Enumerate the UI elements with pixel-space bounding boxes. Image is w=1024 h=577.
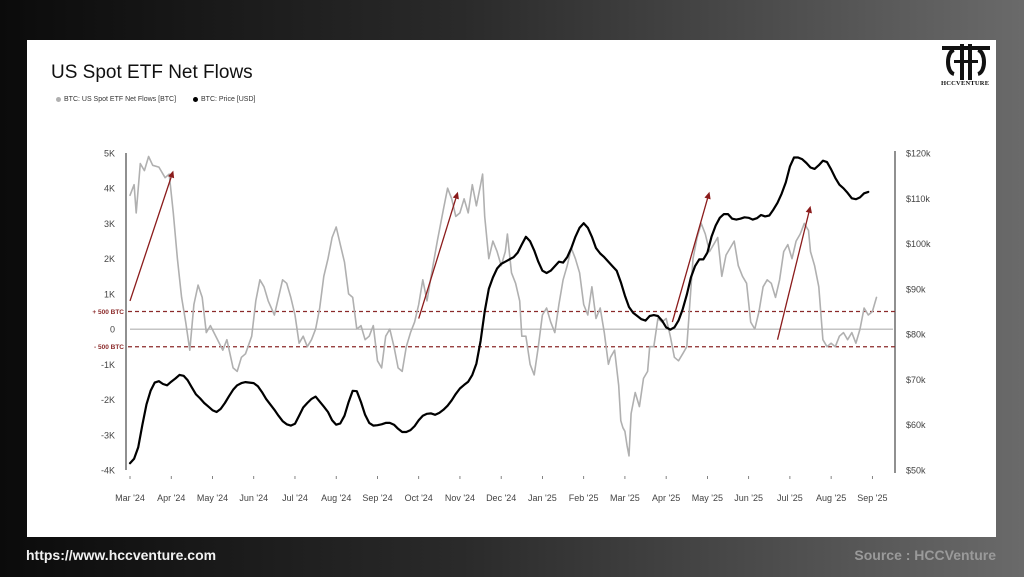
trend-arrow-line: [776, 212, 810, 340]
legend-item-flows: BTC: US Spot ETF Net Flows [BTC]: [56, 96, 176, 103]
x-tick-label: Aug '24: [321, 493, 351, 503]
logo-wordmark: HCCVENTURE: [941, 80, 990, 87]
right-tick-label: $60k: [906, 420, 926, 430]
x-tick-label: Jun '25: [734, 493, 763, 503]
tick-labels: 5K 4K 3K 2K 1K 0 -1K -2K -3K -4K $120k $110k $100k $9…: [101, 149, 931, 504]
right-tick-label: $90k: [906, 284, 926, 294]
x-tick-label: Apr '24: [157, 493, 185, 503]
x-tick-label: Apr '25: [652, 493, 680, 503]
x-tick-label: May '25: [692, 493, 723, 503]
trend-arrow-head: [704, 191, 711, 200]
chart-plot: + 500 BTC - 500 BTC 5K 4K 3K 2K 1K 0 -1K -2K -3K -…: [92, 149, 931, 504]
legend-item-price: BTC: Price [USD]: [193, 96, 255, 103]
right-tick-label: $110k: [906, 194, 930, 204]
trend-arrow-line: [129, 177, 172, 302]
right-tick-label: $100k: [906, 239, 931, 249]
flows-line: [129, 155, 878, 457]
reference-lines: + 500 BTC - 500 BTC: [92, 309, 895, 351]
x-tick-label: May '24: [197, 493, 228, 503]
trend-arrows: [129, 170, 812, 340]
legend-dot-price: [193, 96, 198, 102]
website-link[interactable]: https://www.hccventure.com: [26, 547, 217, 563]
trend-arrow-head: [168, 170, 175, 179]
x-tick-label: Dec '24: [486, 493, 516, 503]
left-tick-label: -4K: [101, 466, 115, 476]
right-tick-label: $50k: [906, 466, 926, 476]
left-tick-label: 3K: [104, 219, 115, 229]
x-tick-label: Jan '25: [528, 493, 557, 503]
x-tick-label: Aug '25: [816, 493, 846, 503]
chart-card: US Spot ETF Net Flows BTC: US Spot ETF N…: [27, 40, 996, 537]
source-caption: Source : HCCVenture: [854, 547, 996, 563]
right-tick-label: $70k: [906, 375, 926, 385]
trend-arrow-head: [452, 191, 459, 200]
trend-arrow-line: [418, 198, 457, 319]
hccventure-logo-icon: [942, 44, 990, 80]
right-tick-label: $80k: [906, 330, 926, 340]
price-line: [128, 156, 870, 465]
reference-line-label: + 500 BTC: [92, 309, 124, 316]
flows-series: [129, 155, 878, 457]
right-tick-label: $120k: [906, 149, 931, 159]
left-tick-label: -3K: [101, 430, 115, 440]
legend-label-flows: BTC: US Spot ETF Net Flows [BTC]: [64, 96, 177, 103]
chart-title: US Spot ETF Net Flows: [51, 62, 253, 83]
price-series: [128, 156, 870, 465]
x-tick-label: Feb '25: [569, 493, 599, 503]
left-tick-label: 5K: [104, 149, 115, 159]
legend-label-price: BTC: Price [USD]: [201, 96, 256, 103]
left-tick-label: -1K: [101, 360, 115, 370]
x-tick-label: Sep '24: [362, 493, 392, 503]
x-tick-label: Jul '24: [282, 493, 308, 503]
x-tick-label: Mar '25: [610, 493, 640, 503]
x-tick-label: Nov '24: [445, 493, 475, 503]
reference-line-label: - 500 BTC: [94, 344, 124, 351]
x-tick-label: Jul '25: [777, 493, 803, 503]
x-tick-label: Oct '24: [405, 493, 433, 503]
left-tick-label: 2K: [104, 254, 115, 264]
left-tick-label: 4K: [104, 184, 115, 194]
x-tick-label: Sep '25: [857, 493, 887, 503]
left-tick-label: 0: [110, 325, 115, 335]
legend-dot-flows: [56, 96, 61, 102]
left-tick-label: 1K: [104, 289, 115, 299]
left-tick-label: -2K: [101, 395, 115, 405]
chart-axes: [125, 151, 896, 479]
x-tick-label: Mar '24: [115, 493, 145, 503]
trend-arrow-head: [805, 205, 812, 214]
x-tick-label: Jun '24: [239, 493, 268, 503]
trend-arrow-line: [671, 198, 709, 323]
